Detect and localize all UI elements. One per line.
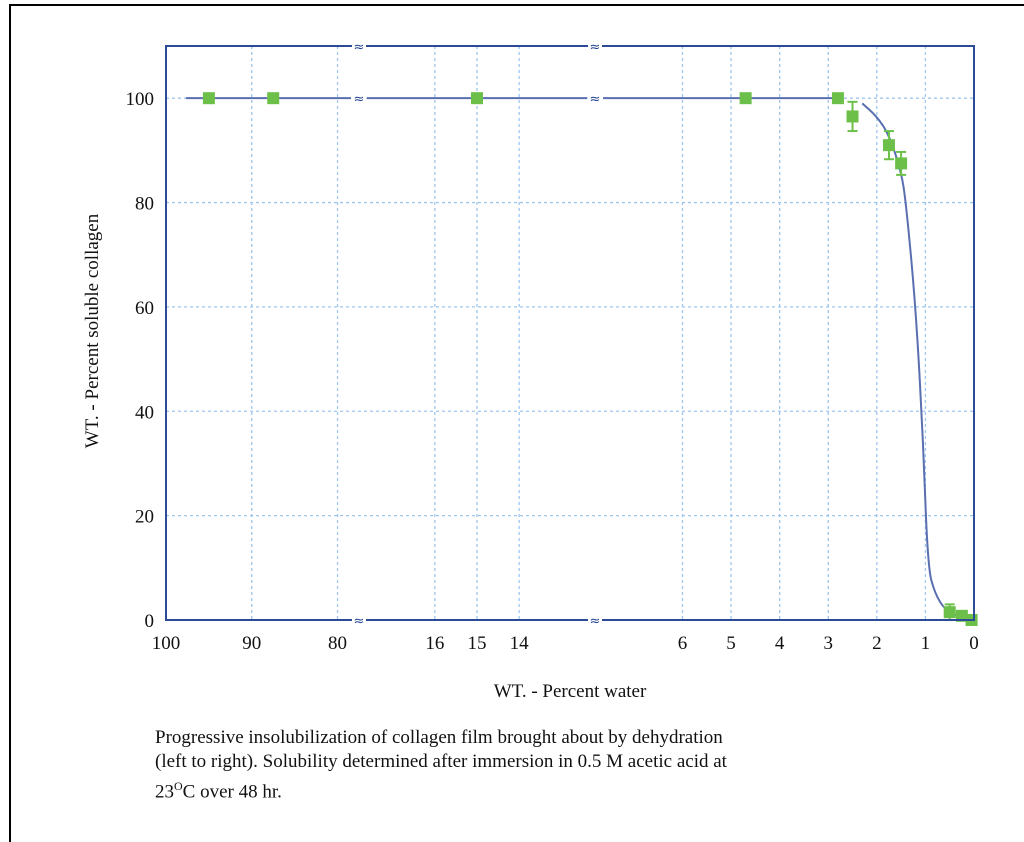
axis-break-symbol: ≈ <box>354 614 365 629</box>
axis-break-symbol: ≈ <box>590 614 601 629</box>
x-tick-label: 80 <box>328 633 347 654</box>
x-tick-label: 6 <box>678 633 688 654</box>
data-point-marker <box>202 92 215 105</box>
axis-break-symbol: ≈ <box>590 40 601 55</box>
data-point-marker <box>831 92 844 105</box>
x-axis-title: WT. - Percent water <box>494 681 647 702</box>
data-point-marker <box>267 92 280 105</box>
caption-line-3: 23OC over 48 hr. <box>155 774 995 804</box>
axis-break-gap <box>588 41 602 51</box>
data-point-marker <box>471 92 483 105</box>
axis-break-gap <box>352 93 366 104</box>
x-tick-label: 100 <box>152 633 181 654</box>
caption-degree-symbol: O <box>174 779 183 793</box>
collagen-solubility-chart: ≈≈≈≈≈≈ 100 90 80 16 15 14 6 5 4 3 2 1 0 020406080100… <box>82 40 979 702</box>
data-point-marker <box>846 110 859 123</box>
caption-line-3-rest: C over 48 hr. <box>182 781 282 803</box>
y-axis-title: WT. - Percent soluble collagen <box>82 213 103 448</box>
x-tick-labels: 100 90 80 16 15 14 6 5 4 3 2 1 0 <box>152 633 979 654</box>
figure-caption: Progressive insolubilization of collagen… <box>155 726 995 804</box>
caption-line-2: (left to right). Solubility determined a… <box>155 751 727 772</box>
y-tick-label: 40 <box>135 402 154 423</box>
data-point-marker <box>955 609 968 622</box>
axis-break-symbol: ≈ <box>354 92 365 107</box>
y-tick-label: 20 <box>135 507 154 528</box>
y-tick-label: 100 <box>126 89 155 110</box>
x-tick-label: 16 <box>425 633 444 654</box>
y-tick-label: 0 <box>145 611 155 632</box>
x-tick-label: 5 <box>726 633 736 654</box>
fitted-curve <box>186 97 970 620</box>
y-tick-labels: 0 20 40 60 80 100 <box>126 89 155 632</box>
x-tick-label: 90 <box>242 633 261 654</box>
axis-break-gap <box>352 41 366 51</box>
data-points <box>202 92 978 626</box>
grid-lines <box>166 46 974 620</box>
x-tick-label: 2 <box>872 633 882 654</box>
x-tick-label: 3 <box>823 633 833 654</box>
axis-break-gap <box>588 93 602 104</box>
axis-break-gap <box>588 615 602 625</box>
curve-decline-segment <box>861 102 970 620</box>
caption-line-1: Progressive insolubilization of collagen… <box>155 727 723 748</box>
x-tick-label: 14 <box>510 633 530 654</box>
x-tick-label: 15 <box>468 633 487 654</box>
y-tick-label: 80 <box>135 194 154 215</box>
x-tick-label: 0 <box>969 633 979 654</box>
data-point-marker <box>882 139 895 152</box>
figure-frame <box>9 4 1024 842</box>
data-point-marker <box>943 606 956 619</box>
caption-temp-value: 23 <box>155 781 174 803</box>
data-point-marker <box>739 92 752 105</box>
axis-break-symbol: ≈ <box>590 92 601 107</box>
data-point-marker <box>895 157 908 170</box>
y-tick-label: 60 <box>135 298 154 319</box>
x-tick-label: 1 <box>921 633 931 654</box>
x-tick-label: 4 <box>775 633 785 654</box>
plot-area-border <box>165 45 975 621</box>
axis-break-marks: ≈ ≈ ≈ ≈ ≈ ≈ <box>352 40 602 629</box>
axis-break-symbol: ≈ <box>354 40 365 55</box>
axis-break-gap <box>352 615 366 625</box>
